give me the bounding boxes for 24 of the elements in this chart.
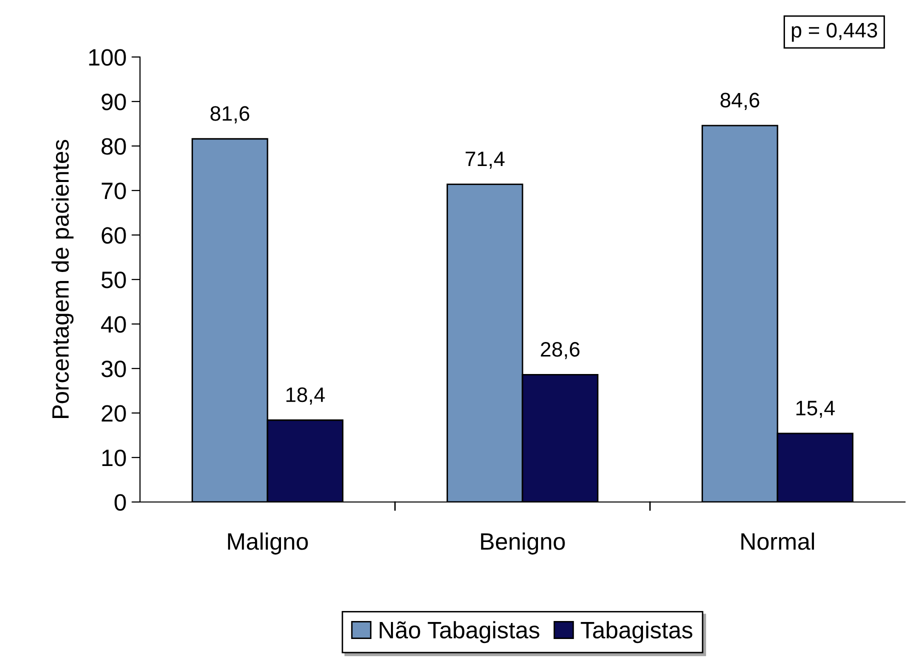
y-tick-label: 30	[101, 360, 126, 378]
legend-label: Tabagistas	[580, 621, 692, 644]
x-tick-label: Maligno	[228, 532, 308, 555]
y-tick-label: 10	[102, 450, 126, 466]
x-tick-label: Benigno	[481, 532, 565, 555]
y-tick-label: 0	[114, 494, 126, 511]
text: p = 0,443	[792, 22, 878, 42]
y-axis-title: Porcentagem de pacientes	[52, 140, 74, 418]
data-label: 18,4	[286, 387, 325, 405]
y-tick-label: 40	[101, 316, 126, 333]
y-tick-label: 20	[102, 405, 126, 422]
y-tick-label: 100	[89, 49, 126, 66]
y-tick-label: 80	[102, 138, 126, 155]
y-tick-label: 90	[102, 94, 126, 110]
data-label: 28,6	[540, 342, 580, 360]
data-label: 71,4	[466, 152, 505, 169]
y-tick-label: 60	[102, 227, 126, 244]
legend-label: Não Tabagistas	[380, 621, 540, 644]
y-tick-label: 70	[102, 182, 126, 200]
x-tick-label: Normal	[741, 532, 814, 550]
data-label: 15,4	[796, 400, 835, 418]
y-tick-label: 50	[101, 272, 126, 288]
data-label: 84,6	[720, 92, 760, 110]
data-label: 81,6	[210, 106, 250, 124]
